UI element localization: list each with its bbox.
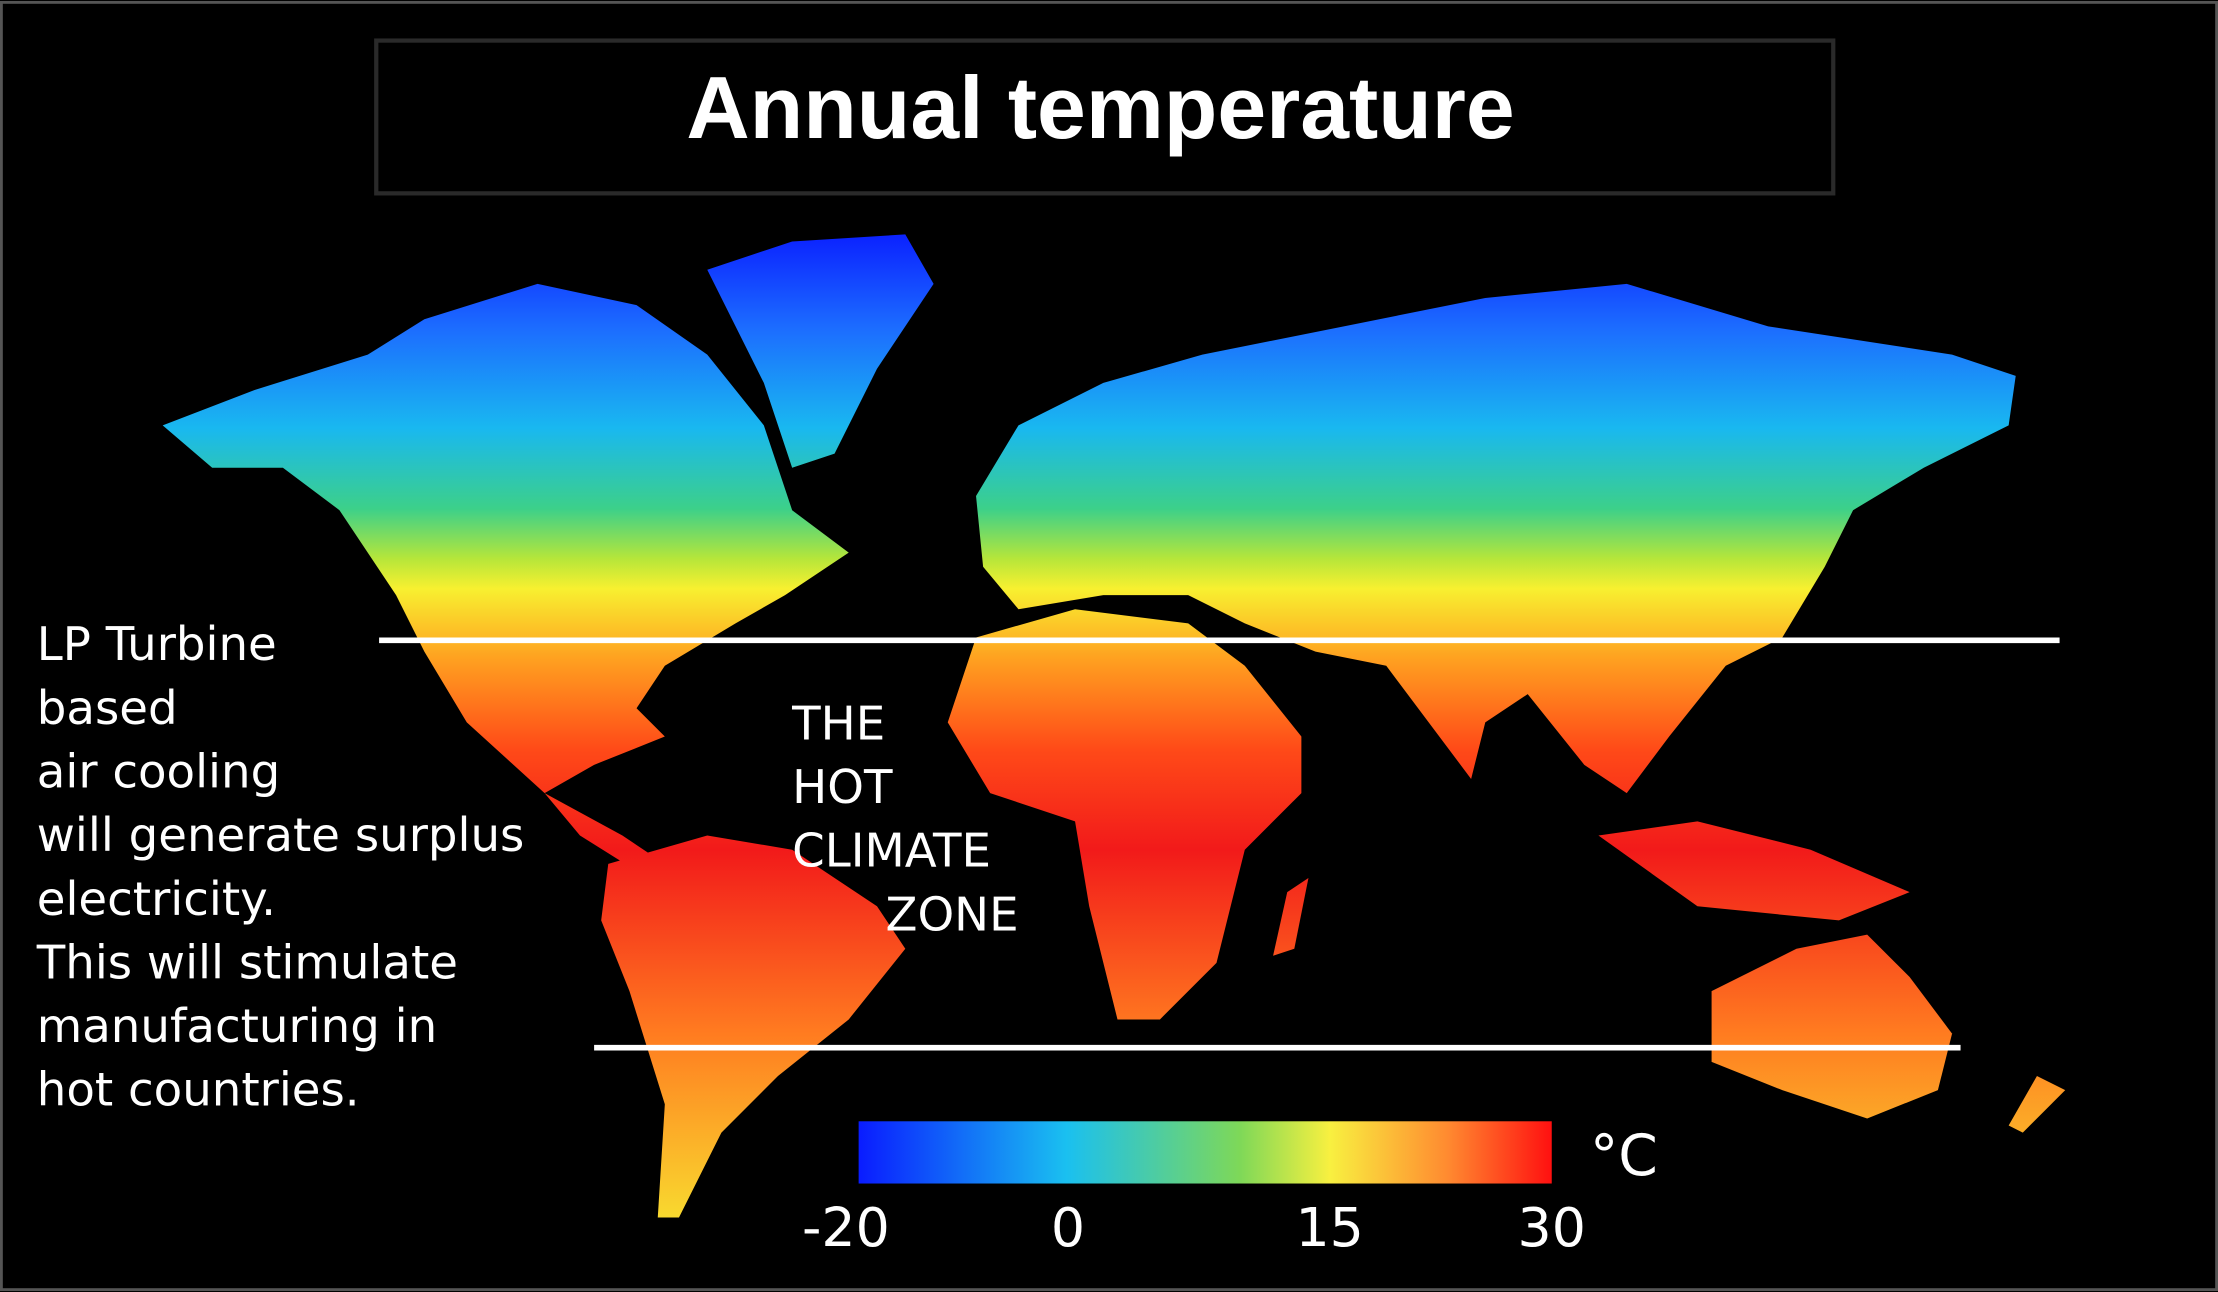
colorbar-label: 30 bbox=[1518, 1196, 1586, 1259]
annotation-line: LP Turbine bbox=[37, 618, 277, 672]
africa bbox=[947, 609, 1302, 1020]
annotation-line: electricity. bbox=[37, 873, 276, 927]
world-map bbox=[162, 234, 2066, 1218]
colorbar-unit: °C bbox=[1590, 1123, 1658, 1189]
madagascar bbox=[1273, 877, 1309, 956]
annotation-line: based bbox=[37, 682, 178, 736]
new-zealand bbox=[2008, 1076, 2066, 1133]
colorbar-label: -20 bbox=[802, 1196, 890, 1259]
zone-label: THE HOT CLIMATE ZONE bbox=[791, 697, 1018, 942]
colorbar-label: 0 bbox=[1051, 1196, 1085, 1259]
eurasia bbox=[976, 283, 2016, 794]
zone-label-line: CLIMATE bbox=[792, 825, 991, 879]
central-america bbox=[544, 793, 665, 871]
colorbar-labels: -20 0 15 30 bbox=[802, 1196, 1586, 1259]
annotation-line: This will stimulate bbox=[36, 936, 458, 990]
zone-label-line: THE bbox=[791, 697, 885, 751]
south-america bbox=[601, 835, 906, 1218]
colorbar bbox=[858, 1121, 1552, 1184]
annotation-line: air cooling bbox=[37, 745, 280, 799]
annotation: LP Turbine based air cooling will generate … bbox=[36, 618, 525, 1118]
north-america bbox=[162, 283, 849, 794]
indonesia bbox=[1598, 821, 1910, 921]
annotation-line: hot countries. bbox=[37, 1064, 360, 1118]
zone-label-line: HOT bbox=[792, 761, 893, 815]
greenland bbox=[707, 234, 934, 468]
annotation-line: manufacturing in bbox=[37, 1000, 437, 1054]
title-box bbox=[374, 38, 1836, 196]
title: Annual temperature bbox=[686, 59, 1514, 157]
australia bbox=[1711, 934, 1953, 1119]
colorbar-label: 15 bbox=[1295, 1196, 1363, 1259]
annotation-line: will generate surplus bbox=[37, 809, 525, 863]
zone-label-line: ZONE bbox=[886, 888, 1019, 942]
